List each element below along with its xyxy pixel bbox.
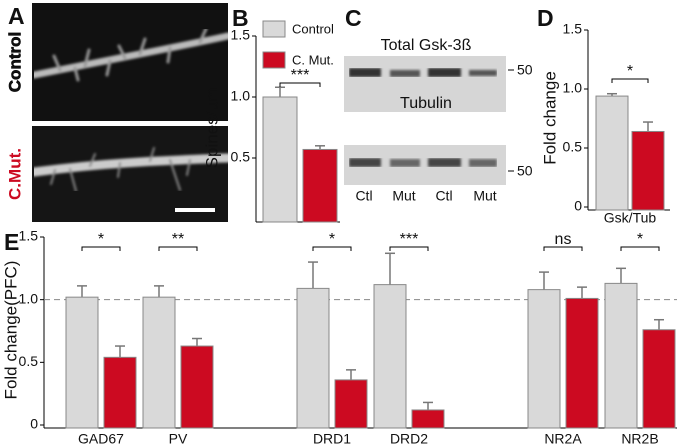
micrograph-label: C.Mut. — [5, 148, 24, 200]
panel-letter: E — [4, 229, 19, 255]
blot-title: Total Gsk-3ß — [381, 37, 472, 54]
x-tick-label: Gsk/Tub — [604, 210, 657, 226]
significance-label: ns — [555, 231, 572, 248]
blot-bands — [349, 158, 497, 167]
y-tick-label: 1.5 — [19, 228, 39, 244]
significance-bracket — [620, 246, 660, 251]
bar — [302, 148, 338, 223]
y-tick-label: 1.0 — [19, 290, 39, 306]
y-tick-label: 1.0 — [231, 88, 251, 104]
dendrite-drawing — [29, 27, 233, 192]
y-axis-label: Fold change — [540, 71, 559, 165]
x-tick-label: NR2B — [621, 431, 658, 447]
significance-bracket — [158, 246, 198, 251]
y-axis-label: Fold change(PFC) — [1, 261, 20, 400]
significance-bracket — [279, 82, 321, 87]
bar — [565, 297, 599, 429]
significance-bracket — [81, 246, 121, 251]
lane-label: Ctl — [435, 188, 452, 204]
legend-label: Control — [292, 21, 334, 36]
bar — [334, 379, 368, 429]
y-tick-label: 0.5 — [563, 139, 583, 155]
scale-bar — [175, 208, 215, 212]
bar — [373, 284, 407, 429]
lane-label: Mut — [473, 188, 496, 204]
significance-bracket — [389, 246, 429, 251]
bar — [296, 287, 330, 429]
y-tick-label: 1.0 — [563, 80, 583, 96]
significance-label: * — [627, 63, 633, 80]
x-tick-label: DRD1 — [313, 431, 351, 447]
legend-swatch — [262, 51, 286, 69]
legend-label: C. Mut. — [292, 52, 334, 67]
bar — [411, 409, 445, 429]
significance-label: * — [98, 231, 104, 248]
significance-bracket — [312, 246, 352, 251]
y-tick-label: 0.5 — [19, 353, 39, 369]
bar — [604, 282, 638, 429]
bar — [642, 329, 676, 429]
bar — [595, 95, 629, 211]
panel-letter: A — [8, 3, 25, 29]
significance-bracket — [543, 246, 583, 251]
y-axis-label: Spines/µm — [202, 88, 221, 169]
blot-bands — [349, 68, 497, 77]
bar — [180, 345, 214, 429]
y-tick-label: 0.5 — [231, 149, 251, 165]
marker-label: 50 — [517, 62, 533, 78]
significance-bracket — [611, 78, 649, 83]
x-tick-label: PV — [169, 431, 188, 447]
bar — [142, 296, 176, 429]
y-tick-label: 1.5 — [231, 27, 251, 43]
significance-label: *** — [400, 231, 419, 248]
x-tick-label: NR2A — [544, 431, 582, 447]
significance-label: ** — [172, 231, 184, 248]
blot-membrane — [344, 56, 506, 112]
bar — [631, 130, 665, 211]
micrograph-control — [32, 3, 228, 121]
x-tick-label: GAD67 — [78, 431, 124, 447]
y-tick-label: 0 — [30, 416, 38, 432]
panel-letter: B — [232, 5, 249, 31]
bar — [65, 296, 99, 429]
x-tick-label: DRD2 — [390, 431, 428, 447]
legend-swatch — [262, 20, 286, 38]
micrograph-label: Control — [5, 32, 24, 92]
panel-letter: D — [537, 5, 554, 31]
panel-letter: C — [345, 5, 362, 31]
significance-label: *** — [291, 67, 310, 84]
marker-label: 50 — [517, 163, 533, 179]
y-tick-label: 0 — [574, 198, 582, 214]
blot-title: Tubulin — [400, 95, 452, 112]
bar — [262, 96, 298, 223]
lane-label: Ctl — [355, 188, 372, 204]
bar — [527, 289, 561, 429]
y-tick-label: 1.5 — [563, 21, 583, 37]
micrograph-mutant — [32, 126, 228, 222]
significance-label: * — [329, 231, 335, 248]
bar — [103, 356, 137, 429]
lane-label: Mut — [392, 188, 415, 204]
significance-label: * — [637, 231, 643, 248]
